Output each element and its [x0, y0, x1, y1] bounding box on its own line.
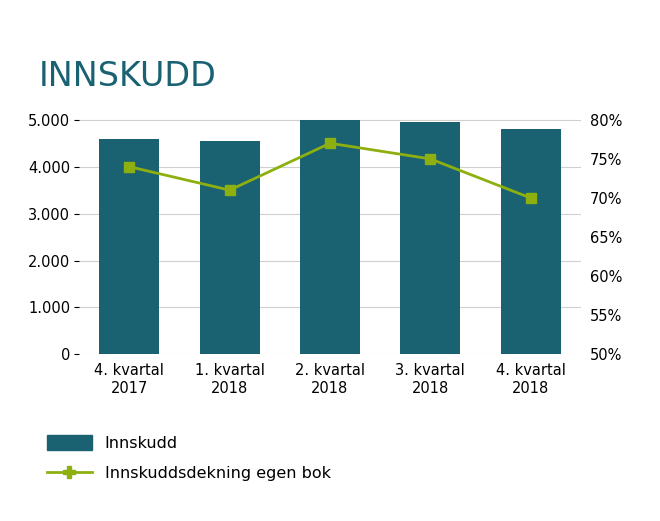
- Bar: [199, 141, 260, 354]
- Text: INNSKUDD: INNSKUDD: [39, 60, 217, 93]
- Bar: [300, 120, 360, 354]
- Bar: [400, 122, 461, 354]
- Bar: [500, 129, 561, 354]
- Legend: Innskudd, Innskuddsdekning egen bok: Innskudd, Innskuddsdekning egen bok: [47, 435, 331, 481]
- Bar: [99, 139, 160, 354]
